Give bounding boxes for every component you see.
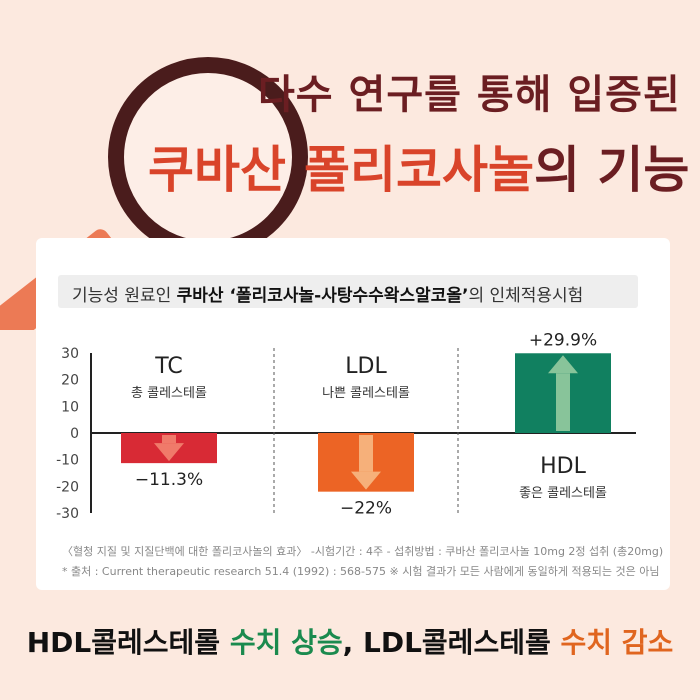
footnote-line2: * 출처 : Current therapeutic research 51.4… xyxy=(62,565,660,578)
arrow-up-icon xyxy=(548,355,578,374)
subtitle-prefix: 기능성 원료인 xyxy=(72,286,177,306)
subtitle-suffix: 의 인체적용시험 xyxy=(468,286,584,306)
headline-line1: 다수 연구를 통해 입증된 xyxy=(258,72,681,118)
headline-rest: 의 기능 xyxy=(534,141,690,199)
y-tick-label: -10 xyxy=(56,453,79,469)
summary-decrease: 수치 감소 xyxy=(560,626,674,659)
bottom-summary: HDL콜레스테롤 수치 상승, LDL콜레스테롤 수치 감소 xyxy=(0,621,700,661)
y-tick-label: -30 xyxy=(56,506,79,522)
headline-keyword: 쿠바산 xyxy=(148,141,286,199)
y-tick-label: 10 xyxy=(61,399,79,415)
arrow-shaft xyxy=(162,435,176,444)
data-label: −11.3% xyxy=(135,470,203,490)
y-tick-label: 30 xyxy=(61,346,79,362)
summary-ldl: , LDL콜레스테롤 xyxy=(342,626,561,659)
data-label: −22% xyxy=(340,499,392,519)
y-tick-label: 0 xyxy=(70,426,79,442)
arrow-shaft xyxy=(556,373,570,431)
category-label: HDL xyxy=(540,454,586,479)
bar-chart: 30 20 10 0 -10 -20 -30 −11.3% TC 총 콜레스테롤 −22% LDL 나쁜… xyxy=(56,330,636,522)
y-tick-label: -20 xyxy=(56,479,79,495)
chart-subtitle: 기능성 원료인 쿠바산 ‘폴리코사놀-사탕수수왁스알코올’의 인체적용시험 xyxy=(72,281,583,306)
category-subtitle: 총 콜레스테롤 xyxy=(131,386,207,401)
arrow-down-icon xyxy=(351,471,381,490)
category-subtitle: 나쁜 콜레스테롤 xyxy=(322,386,410,401)
subtitle-bar xyxy=(58,275,638,308)
subtitle-bold: 쿠바산 ‘폴리코사놀-사탕수수왁스알코올’ xyxy=(176,286,469,306)
summary-increase: 수치 상승 xyxy=(229,626,343,659)
arrow-down-icon xyxy=(154,443,184,462)
data-label: +29.9% xyxy=(529,330,597,350)
arrow-shaft xyxy=(359,435,373,472)
headline-main: 폴리코사놀 xyxy=(304,141,534,199)
category-subtitle: 좋은 콜레스테롤 xyxy=(519,486,607,501)
footnote-line1: 〈혈청 지질 및 지질단백에 대한 폴리코사놀의 효과〉 -시험기간 : 4주 … xyxy=(62,545,664,558)
summary-hdl: HDL콜레스테롤 xyxy=(26,626,230,659)
category-label: LDL xyxy=(345,354,387,379)
category-label: TC xyxy=(154,354,183,379)
headline-line2: 쿠바산 폴리코사놀의 기능 xyxy=(148,130,689,202)
y-tick-label: 20 xyxy=(61,373,79,389)
